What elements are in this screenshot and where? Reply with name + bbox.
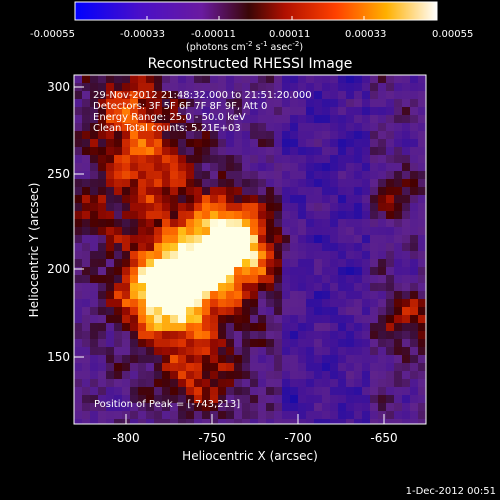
rhessi-image xyxy=(74,75,426,424)
axis-ticks xyxy=(74,86,385,424)
colorbar-tick-label: 0.00033 xyxy=(345,29,386,40)
info-time-range: 29-Nov-2012 21:48:32.000 to 21:51:20.000 xyxy=(93,90,312,101)
colorbar-tick-label: -0.00011 xyxy=(191,29,236,40)
y-tick-label: 200 xyxy=(47,262,70,276)
x-tick-label: -650 xyxy=(370,431,397,445)
info-peak-position: Position of Peak = [-743,213] xyxy=(94,399,240,410)
colorbar-tick-label: -0.00033 xyxy=(120,29,165,40)
y-tick-label: 150 xyxy=(47,350,70,364)
image-title: Reconstructed RHESSI Image xyxy=(148,56,353,72)
plot-frame xyxy=(73,74,427,425)
colorbar-unit-label: (photons cm-2 s-1 asec-2) xyxy=(186,40,303,53)
x-tick-label: -800 xyxy=(112,431,139,445)
colorbar-tick-label: 0.00011 xyxy=(269,29,310,40)
colorbar-ticks xyxy=(74,16,438,20)
y-tick-label: 300 xyxy=(47,80,70,94)
colorbar-tick-label: -0.00055 xyxy=(30,29,75,40)
x-axis-title: Heliocentric X (arcsec) xyxy=(182,449,318,463)
info-detectors: Detectors: 3F 5F 6F 7F 8F 9F, Att 0 xyxy=(93,101,267,112)
info-energy-range: Energy Range: 25.0 - 50.0 keV xyxy=(93,112,246,123)
y-tick-label: 250 xyxy=(47,167,70,181)
colorbar-tick-label: 0.00055 xyxy=(432,29,473,40)
footer-date: 1-Dec-2012 00:51 xyxy=(406,486,496,497)
x-tick-label: -700 xyxy=(284,431,311,445)
y-axis-title: Heliocentric Y (arcsec) xyxy=(27,183,41,318)
info-counts: Clean Total counts: 5.21E+03 xyxy=(93,123,241,134)
colorbar xyxy=(74,1,438,21)
x-tick-label: -750 xyxy=(198,431,225,445)
